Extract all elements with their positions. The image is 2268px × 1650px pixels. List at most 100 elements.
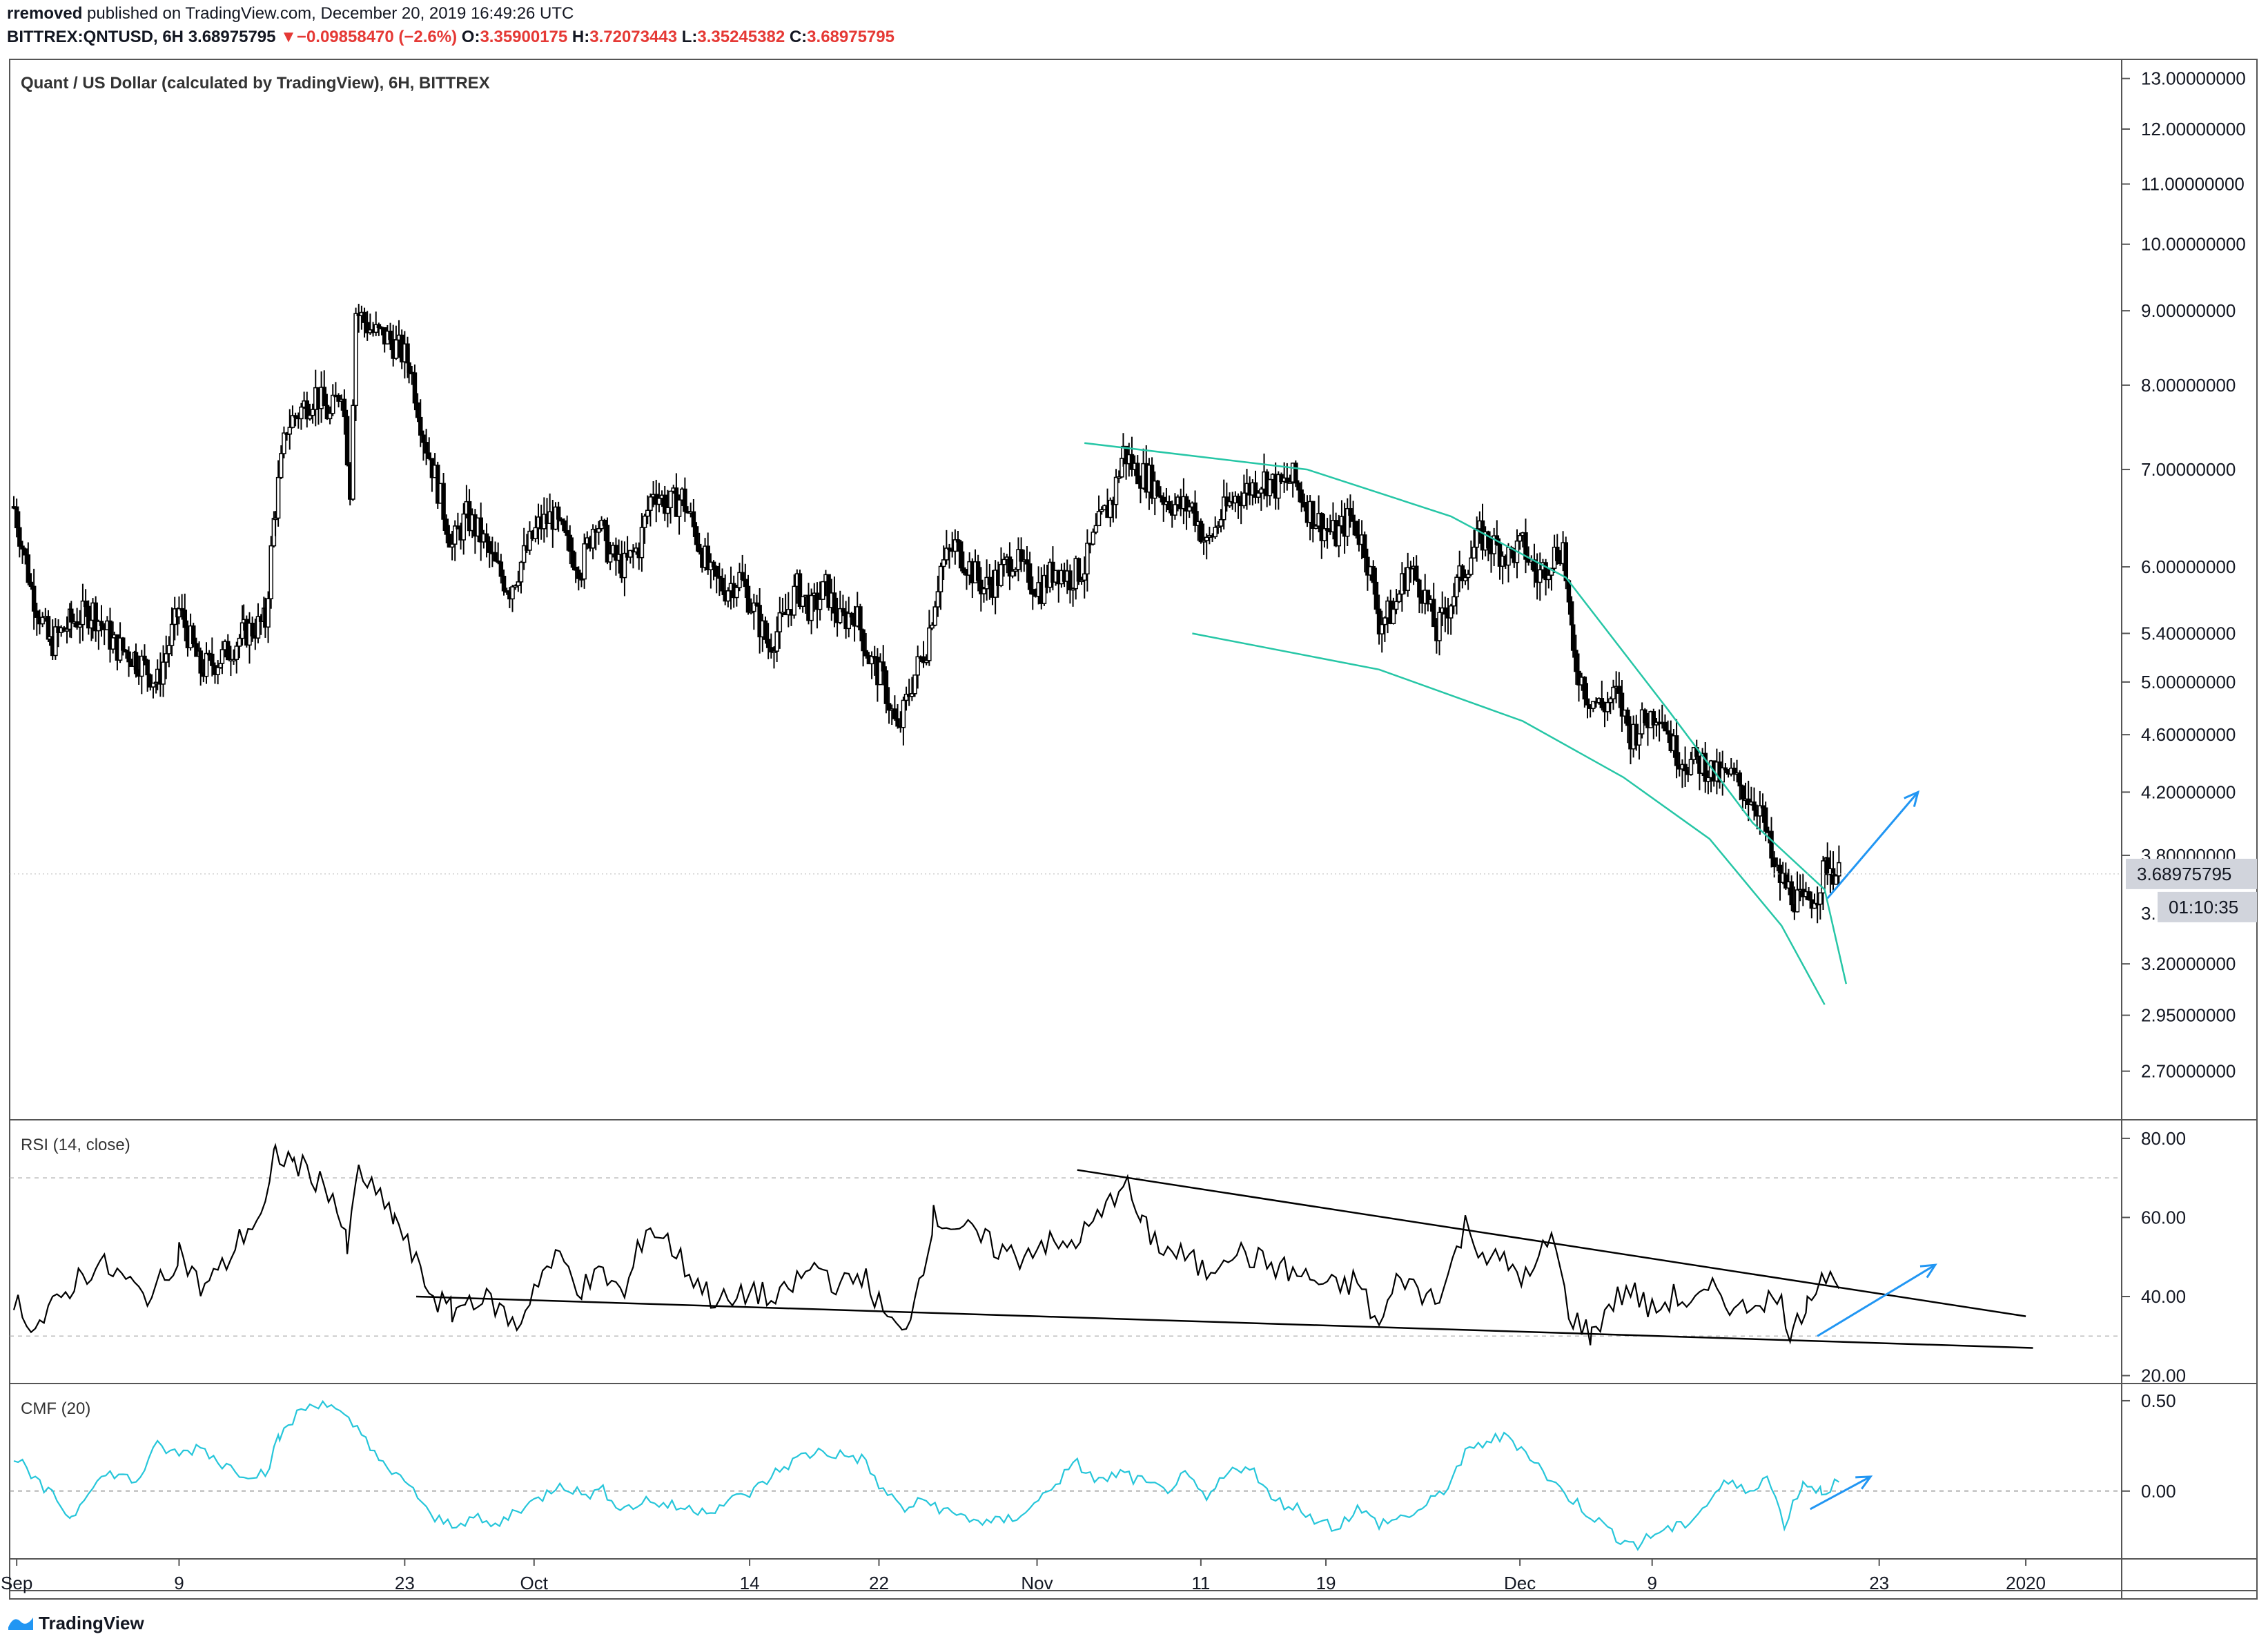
candle-body bbox=[1027, 563, 1033, 590]
candle-body bbox=[424, 442, 429, 454]
candle-body bbox=[892, 708, 897, 719]
candle-body bbox=[1001, 559, 1006, 565]
candle-body bbox=[86, 605, 91, 629]
candle-body bbox=[268, 545, 273, 599]
symbol-label: BITTREX:QNTUSD, 6H bbox=[7, 28, 184, 46]
candle-body bbox=[108, 620, 113, 650]
candle-body bbox=[449, 543, 455, 548]
candle-body bbox=[849, 612, 854, 618]
candle-body bbox=[17, 527, 22, 547]
candle-body bbox=[797, 573, 803, 608]
partial-tick-label: 3. bbox=[2141, 903, 2156, 924]
candle-body bbox=[1068, 570, 1073, 591]
candle-body bbox=[484, 533, 489, 543]
candle-body bbox=[1293, 463, 1298, 484]
candle-body bbox=[717, 576, 722, 579]
candle-body bbox=[683, 488, 687, 512]
candle-body bbox=[310, 409, 315, 416]
change-value: −0.09858470 (−2.6%) bbox=[296, 28, 458, 46]
candle-body bbox=[1215, 525, 1221, 528]
candle-body bbox=[961, 567, 966, 574]
candle-body bbox=[1737, 772, 1742, 787]
candle-body bbox=[96, 621, 101, 632]
candle-body bbox=[1611, 686, 1616, 699]
candle-body bbox=[1173, 504, 1177, 516]
candle-body bbox=[441, 483, 446, 520]
candle-body bbox=[774, 631, 779, 652]
rsi-tick-label: 80.00 bbox=[2141, 1128, 2186, 1149]
candle-body bbox=[393, 339, 399, 359]
candle-body bbox=[1703, 753, 1708, 782]
candle-body bbox=[915, 656, 920, 676]
candle-body bbox=[93, 602, 98, 632]
candle-body bbox=[952, 539, 958, 552]
time-tick-label: 9 bbox=[1647, 1573, 1656, 1593]
candle-body bbox=[1663, 721, 1668, 732]
close-value: 3.68975795 bbox=[807, 28, 895, 46]
candle-body bbox=[1302, 501, 1307, 508]
candle-body bbox=[40, 617, 45, 625]
rsi-trendline-upper bbox=[1077, 1169, 2026, 1317]
candle-body bbox=[1324, 528, 1330, 531]
candle-body bbox=[418, 416, 423, 436]
price-tick-label: 5.40000000 bbox=[2141, 623, 2236, 643]
candle-body bbox=[1732, 767, 1737, 774]
candle-body bbox=[1506, 547, 1511, 566]
candle-body bbox=[124, 650, 128, 653]
rsi-arrow-head bbox=[1919, 1263, 1937, 1279]
candle-body bbox=[838, 608, 843, 623]
candle-body bbox=[1417, 579, 1422, 598]
price-tick-label: 5.00000000 bbox=[2141, 672, 2236, 692]
candle-body bbox=[711, 561, 716, 567]
candle-body bbox=[35, 610, 39, 618]
cmf-pane[interactable]: CMF (20) 0.50 0.00 bbox=[10, 1390, 2176, 1551]
candle-body bbox=[1619, 692, 1625, 717]
candle-body bbox=[912, 674, 917, 695]
candle-body bbox=[745, 585, 751, 613]
candle-body bbox=[194, 643, 199, 657]
candle-body bbox=[533, 527, 538, 539]
candle-body bbox=[1818, 892, 1823, 905]
candle-body bbox=[955, 539, 961, 543]
candle-body bbox=[628, 550, 633, 558]
candle-body bbox=[1158, 495, 1163, 498]
candle-body bbox=[1093, 525, 1099, 533]
candle-body bbox=[1543, 562, 1548, 581]
time-tick-label: Nov bbox=[1021, 1573, 1053, 1593]
footer-brand[interactable]: TradingView bbox=[7, 1613, 144, 1636]
candle-body bbox=[215, 667, 220, 675]
countdown-label: 01:10:35 bbox=[2169, 897, 2238, 918]
candle-body bbox=[1193, 502, 1197, 526]
candle-body bbox=[556, 506, 561, 520]
candle-body bbox=[863, 650, 868, 657]
candle-body bbox=[930, 624, 935, 629]
candle-body bbox=[1085, 543, 1090, 575]
candle-body bbox=[142, 655, 147, 661]
candle-body bbox=[567, 534, 573, 552]
candle-body bbox=[1463, 576, 1468, 581]
candle-body bbox=[1469, 557, 1474, 575]
author-name[interactable]: rremoved bbox=[7, 4, 83, 23]
candle-body bbox=[1608, 698, 1613, 703]
candle-body bbox=[521, 545, 527, 563]
candle-body bbox=[691, 511, 696, 527]
candle-body bbox=[237, 637, 242, 647]
chart-border bbox=[9, 59, 2258, 1600]
candle-body bbox=[886, 703, 892, 711]
candle-body bbox=[1555, 546, 1560, 561]
candle-body bbox=[20, 545, 25, 550]
candle-body bbox=[1454, 576, 1459, 598]
candle-body bbox=[947, 547, 952, 550]
candle-body bbox=[282, 432, 286, 454]
time-tick-label: 9 bbox=[174, 1573, 184, 1593]
candle-body bbox=[720, 577, 725, 592]
candle-body bbox=[832, 592, 837, 614]
price-pane[interactable]: Quant / US Dollar (calculated by Trading… bbox=[10, 68, 2257, 1082]
candle-body bbox=[1517, 535, 1523, 542]
cmf-tick-label: 0.50 bbox=[2141, 1390, 2176, 1411]
candle-body bbox=[1091, 532, 1095, 545]
rsi-pane[interactable]: RSI (14, close) 80.00 60.00 40.00 20.00 bbox=[10, 1128, 2186, 1386]
candle-body bbox=[826, 574, 831, 608]
time-axis[interactable]: Sep 9 23 Oct 14 22 Nov 11 19 Dec 9 23 2020 bbox=[1, 1558, 2257, 1593]
